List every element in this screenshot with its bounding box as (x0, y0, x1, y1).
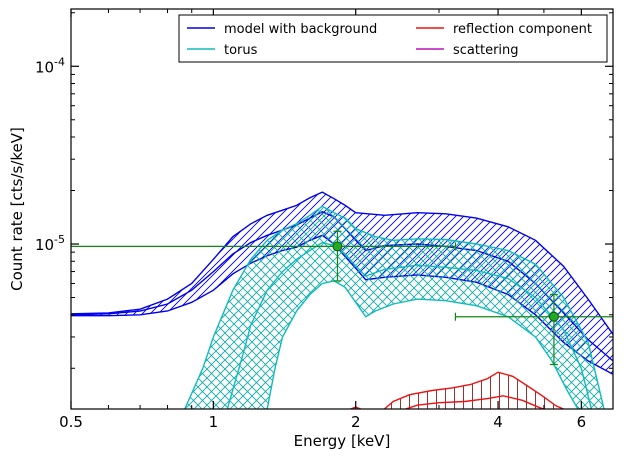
torus-series (184, 205, 605, 409)
legend-label: model with background (224, 22, 377, 37)
data-point (71, 230, 457, 282)
x-tick-label: 0.5 (59, 413, 83, 431)
torus-upper-line (184, 205, 605, 409)
data-marker (332, 241, 343, 252)
legend-label: scattering (453, 43, 519, 58)
legend-label: reflection component (453, 22, 592, 37)
legend-label: torus (224, 43, 258, 58)
legend: model with background reflection componen… (178, 14, 608, 63)
model-upper-line (71, 191, 613, 335)
plot-frame (70, 8, 614, 410)
reflection-band (350, 372, 564, 409)
torus-lower-line (266, 280, 579, 409)
reflection-series (350, 371, 564, 409)
legend-entry: torus (187, 43, 258, 58)
legend-entry: model with background (187, 22, 377, 37)
x-tick-label: 4 (493, 413, 503, 431)
legend-box (178, 14, 608, 63)
x-tick-label: 1 (209, 413, 219, 431)
model-band (71, 192, 613, 375)
torus-band (184, 206, 605, 409)
data-point (454, 293, 613, 366)
y-axis-label: Count rate [cts/s/keV] (8, 127, 26, 291)
torus-median-line (226, 241, 593, 409)
x-axis-label: Energy [keV] (294, 432, 391, 450)
y-tick-label: 10-5 (35, 233, 65, 254)
x-tick-label: 6 (577, 413, 587, 431)
legend-entry: scattering (416, 43, 519, 58)
legend-entry: reflection component (416, 22, 592, 37)
reflection-upper-line (383, 371, 564, 409)
data-marker (548, 311, 559, 322)
x-tick-label: 2 (351, 413, 361, 431)
reflection-median-line (405, 395, 545, 409)
y-tick-label: 10-4 (35, 55, 65, 76)
